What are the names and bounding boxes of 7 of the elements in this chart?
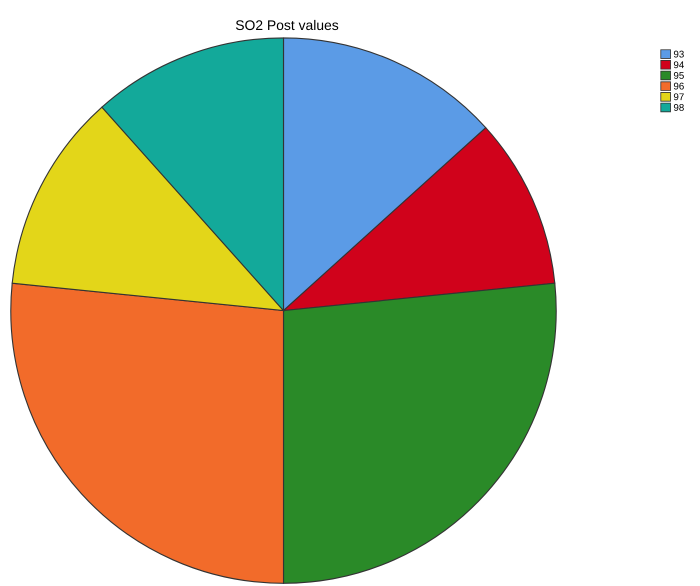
legend-label: 95 xyxy=(674,72,684,79)
legend-label: 97 xyxy=(674,93,684,100)
legend-label: 93 xyxy=(674,50,684,58)
legend-label: 98 xyxy=(674,104,684,111)
legend-label: 94 xyxy=(674,61,684,68)
legend-label: 96 xyxy=(674,82,684,90)
chart-title: SO2 Post values xyxy=(236,20,338,30)
